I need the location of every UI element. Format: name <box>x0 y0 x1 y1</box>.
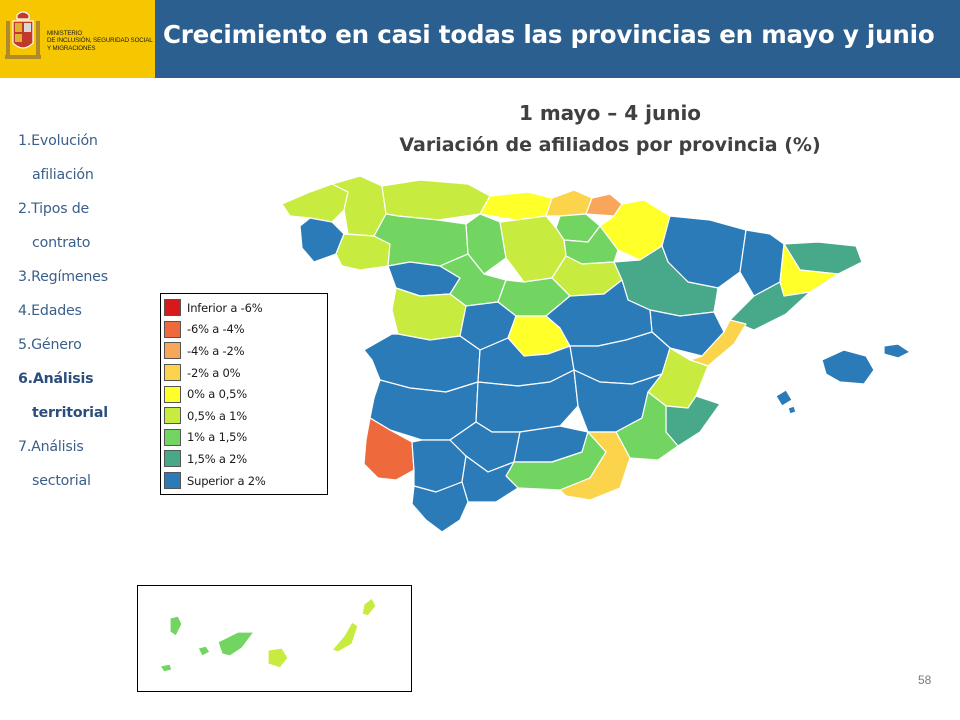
spain-province-map <box>281 175 911 533</box>
nav-item-regimenes[interactable]: 3.Regímenes <box>18 269 108 285</box>
province-la-gomera[interactable] <box>197 645 211 657</box>
province-a-coruna[interactable] <box>281 183 349 223</box>
province-baleares-menorca[interactable] <box>883 343 911 359</box>
legend-row: 0,5% a 1% <box>164 405 327 427</box>
province-huelva[interactable] <box>363 417 415 481</box>
province-baleares-mallorca[interactable] <box>821 349 875 385</box>
title-bar: Crecimiento en casi todas las provincias… <box>155 0 960 78</box>
province-cadiz[interactable] <box>411 481 469 533</box>
section-nav: 1.Evolución afiliación 2.Tipos de contra… <box>18 124 138 498</box>
slide-header: MINISTERIO DE INCLUSIÓN, SEGURIDAD SOCIA… <box>0 0 960 78</box>
province-asturias[interactable] <box>381 179 491 221</box>
nav-item-edades[interactable]: 4.Edades <box>18 303 82 319</box>
nav-item-evolucion-sub[interactable]: afiliación <box>32 167 94 183</box>
slide-title: Crecimiento en casi todas las provincias… <box>163 20 935 49</box>
map-title: Variación de afiliados por provincia (%) <box>399 134 821 156</box>
province-guadalajara[interactable] <box>545 279 653 347</box>
map-date-range: 1 mayo – 4 junio <box>518 101 702 125</box>
province-bizkaia[interactable] <box>545 189 593 217</box>
province-fuerteventura[interactable] <box>331 621 359 653</box>
nav-item-tipos-sub[interactable]: contrato <box>32 235 91 251</box>
legend-swatch <box>164 450 181 468</box>
province-gran-canaria[interactable] <box>267 647 289 669</box>
legend-label: Superior a 2% <box>187 473 266 488</box>
province-cantabria[interactable] <box>479 191 553 221</box>
province-almeria[interactable] <box>559 431 631 501</box>
nav-item-tipos[interactable]: 2.Tipos de <box>18 201 90 217</box>
legend-swatch <box>164 385 181 403</box>
province-burgos[interactable] <box>499 215 567 283</box>
nav-item-evolucion[interactable]: 1.Evolución <box>18 133 98 149</box>
province-baleares-ibiza[interactable] <box>775 389 793 407</box>
legend-label: Inferior a -6% <box>187 300 263 315</box>
legend-row: 0% a 0,5% <box>164 383 327 405</box>
legend-row: Inferior a -6% <box>164 297 327 319</box>
legend-swatch <box>164 299 181 317</box>
nav-item-genero[interactable]: 5.Género <box>18 337 82 353</box>
province-el-hierro[interactable] <box>159 663 173 673</box>
legend-label: -6% a -4% <box>187 322 245 337</box>
legend-swatch <box>164 472 181 490</box>
legend-row: -4% a -2% <box>164 340 327 362</box>
province-baleares-formentera[interactable] <box>787 405 797 415</box>
page-number: 58 <box>918 673 932 687</box>
nav-item-sectorial[interactable]: 7.Análisis <box>18 439 84 455</box>
legend-swatch <box>164 342 181 360</box>
province-malaga[interactable] <box>461 455 519 503</box>
nav-item-territorial[interactable]: 6.Análisis <box>18 371 94 387</box>
legend-row: 1,5% a 2% <box>164 448 327 470</box>
province-tenerife[interactable] <box>217 631 255 657</box>
canary-islands-map <box>159 597 377 673</box>
province-murcia[interactable] <box>615 391 679 461</box>
legend-row: -2% a 0% <box>164 362 327 384</box>
legend-label: 0,5% a 1% <box>187 408 248 423</box>
coat-of-arms-icon <box>5 11 41 59</box>
legend-label: 1% a 1,5% <box>187 430 248 445</box>
province-lanzarote[interactable] <box>361 597 377 617</box>
nav-item-sectorial-sub[interactable]: sectorial <box>32 473 91 489</box>
nav-item-territorial-sub[interactable]: territorial <box>32 405 108 421</box>
legend-row: 1% a 1,5% <box>164 427 327 449</box>
legend-label: -4% a -2% <box>187 343 245 358</box>
legend-row: -6% a -4% <box>164 319 327 341</box>
legend-label: 1,5% a 2% <box>187 451 248 466</box>
legend-swatch <box>164 407 181 425</box>
legend-label: -2% a 0% <box>187 365 241 380</box>
legend-label: 0% a 0,5% <box>187 387 248 402</box>
legend-swatch <box>164 428 181 446</box>
legend-row: Superior a 2% <box>164 470 327 492</box>
legend-swatch <box>164 320 181 338</box>
ministry-name: MINISTERIO DE INCLUSIÓN, SEGURIDAD SOCIA… <box>47 30 153 52</box>
legend-swatch <box>164 364 181 382</box>
ministry-logo: MINISTERIO DE INCLUSIÓN, SEGURIDAD SOCIA… <box>0 0 155 78</box>
canary-islands-inset <box>137 585 412 692</box>
map-legend: Inferior a -6% -6% a -4% -4% a -2% -2% a… <box>160 293 328 495</box>
province-la-palma[interactable] <box>169 615 183 637</box>
